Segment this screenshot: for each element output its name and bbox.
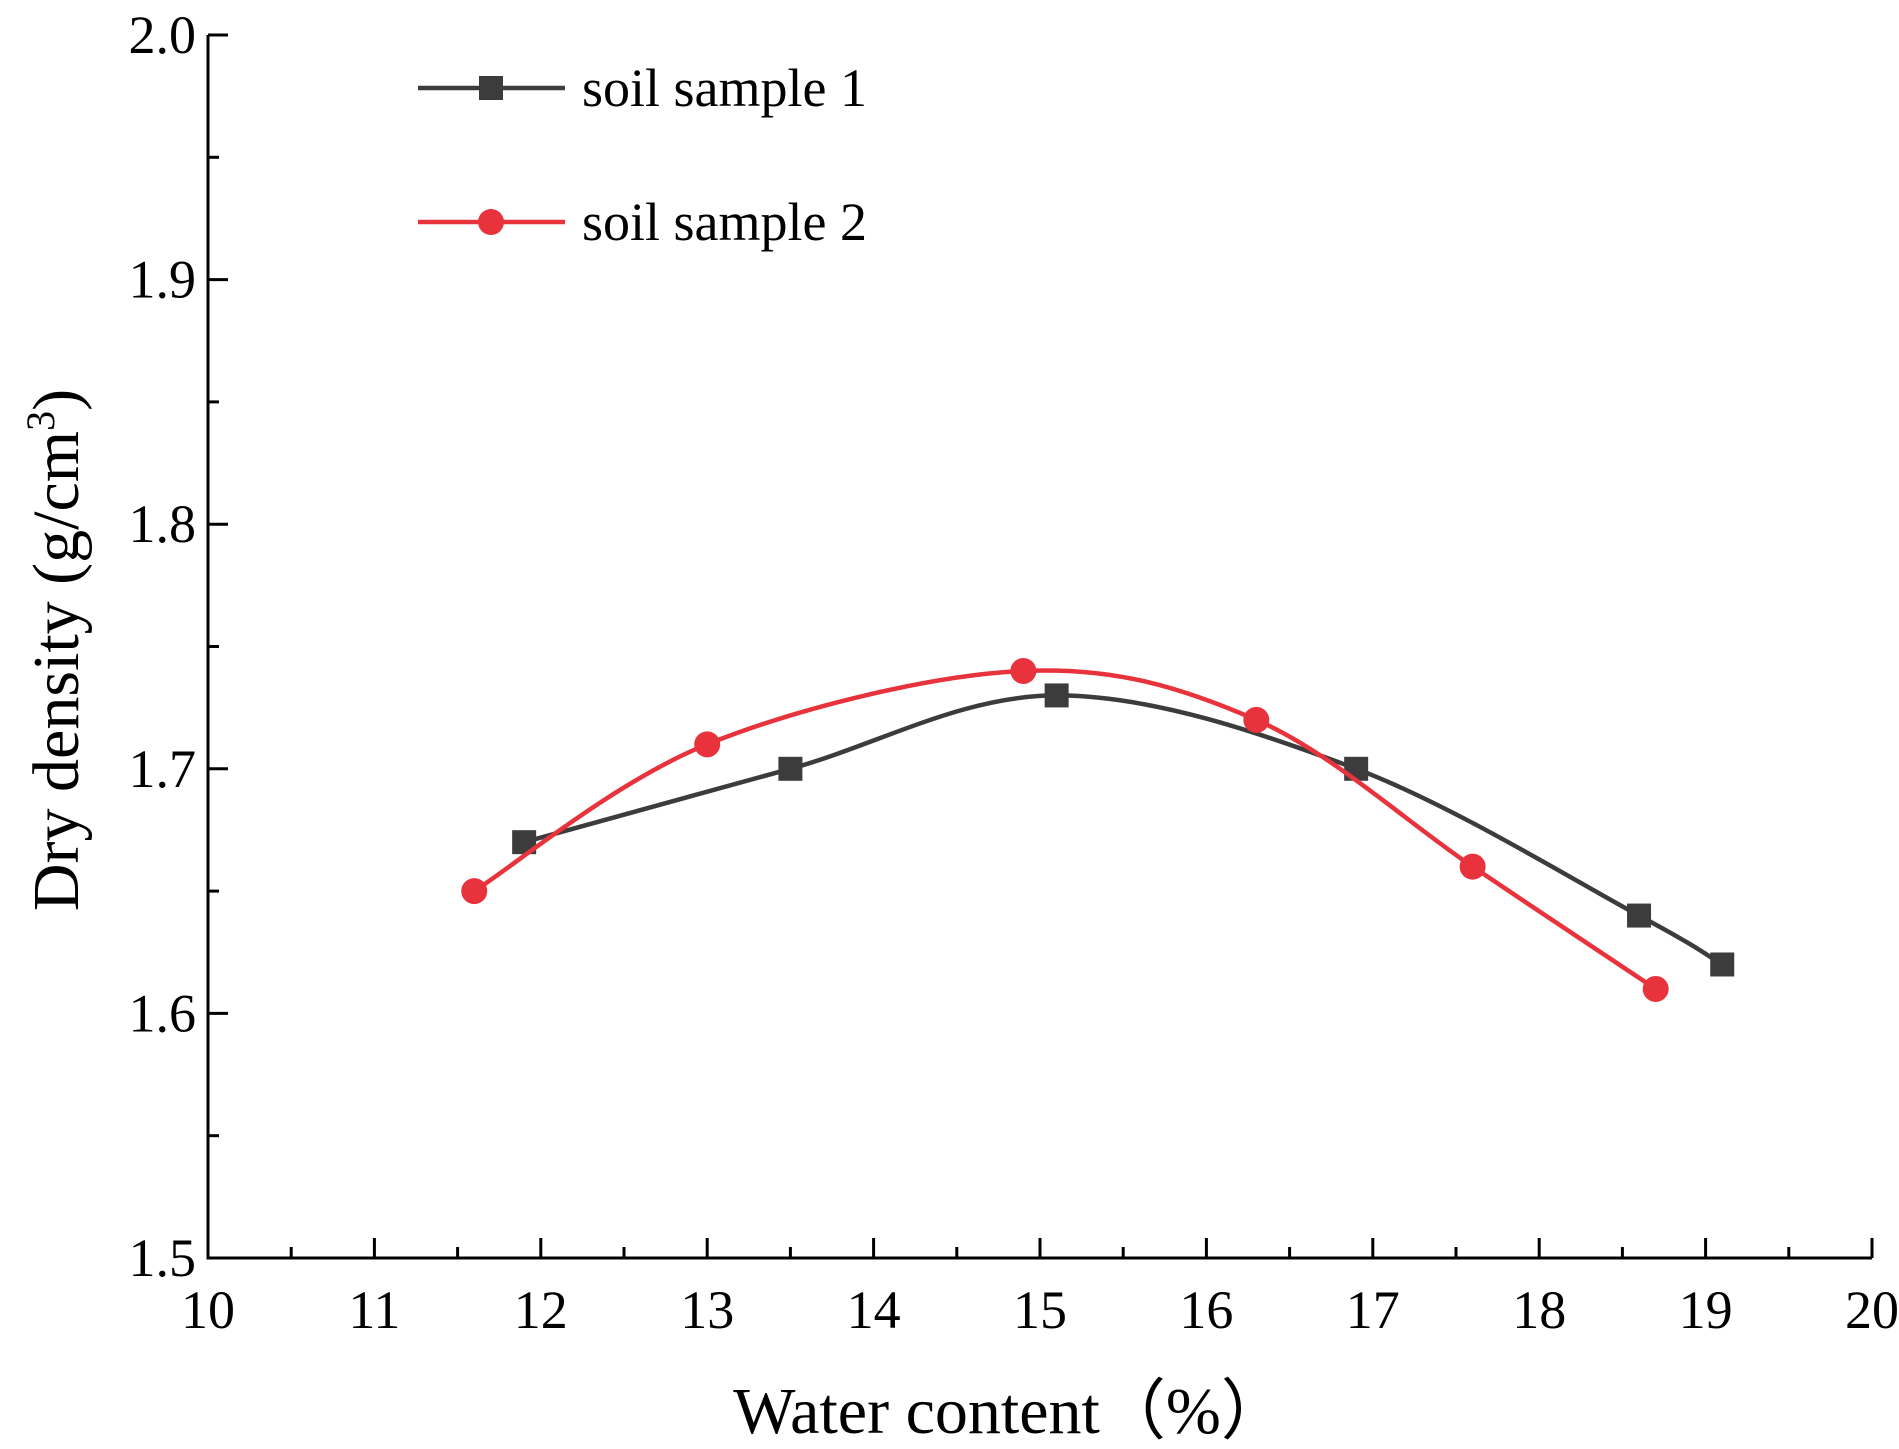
y-tick-label: 1.7 bbox=[129, 739, 197, 799]
data-point bbox=[1243, 706, 1270, 733]
series-2-line bbox=[473, 668, 1657, 991]
x-tick-label: 11 bbox=[348, 1280, 400, 1340]
data-point bbox=[1010, 657, 1037, 684]
y-axis-title-close: ) bbox=[20, 389, 93, 411]
legend-label: soil sample 2 bbox=[582, 192, 867, 252]
legend-marker bbox=[478, 209, 504, 235]
x-tick-label: 18 bbox=[1512, 1280, 1566, 1340]
axes: 10 11 12 13 14 15 16 17 18 19 20 1.5 1.6 1.7 1.8 1.9 2.0 bbox=[129, 5, 1899, 1340]
x-tick-label: 12 bbox=[514, 1280, 568, 1340]
series-2 bbox=[461, 657, 1669, 1002]
series-1 bbox=[512, 683, 1735, 977]
y-tick-label: 1.6 bbox=[129, 983, 197, 1043]
y-tick-label: 2.0 bbox=[129, 5, 197, 65]
series-layer bbox=[461, 657, 1735, 1002]
y-axis-title-main: Dry density (g/cm bbox=[20, 431, 93, 911]
data-point bbox=[1459, 853, 1486, 880]
legend-marker bbox=[479, 76, 503, 100]
x-tick-label: 16 bbox=[1179, 1280, 1233, 1340]
legend-item-2: soil sample 2 bbox=[418, 192, 867, 252]
legend-label: soil sample 1 bbox=[582, 58, 867, 118]
legend-item-1: soil sample 1 bbox=[418, 58, 867, 118]
data-point bbox=[694, 731, 721, 758]
x-axis-title: Water content（%） bbox=[733, 1375, 1287, 1448]
x-tick-label: 15 bbox=[1013, 1280, 1067, 1340]
x-tick-label: 14 bbox=[847, 1280, 901, 1340]
data-point bbox=[461, 878, 488, 905]
legend: soil sample 1 soil sample 2 bbox=[418, 58, 867, 252]
x-tick-label: 13 bbox=[680, 1280, 734, 1340]
y-axis-title-superscript: 3 bbox=[18, 411, 63, 431]
data-point bbox=[1044, 683, 1069, 708]
y-tick-label: 1.8 bbox=[129, 494, 197, 554]
x-tick-label: 19 bbox=[1679, 1280, 1733, 1340]
data-point bbox=[1642, 975, 1669, 1002]
y-axis-title: Dry density (g/cm3) bbox=[18, 389, 93, 911]
series-1-line bbox=[523, 693, 1724, 967]
data-point bbox=[778, 756, 803, 781]
y-tick-label: 1.9 bbox=[129, 250, 197, 310]
data-point bbox=[1627, 903, 1652, 928]
x-tick-label: 10 bbox=[181, 1280, 235, 1340]
y-tick-label: 1.5 bbox=[129, 1228, 197, 1288]
x-tick-label: 17 bbox=[1346, 1280, 1400, 1340]
data-point bbox=[1344, 756, 1369, 781]
x-tick-label: 20 bbox=[1845, 1280, 1899, 1340]
data-point bbox=[1710, 952, 1735, 977]
